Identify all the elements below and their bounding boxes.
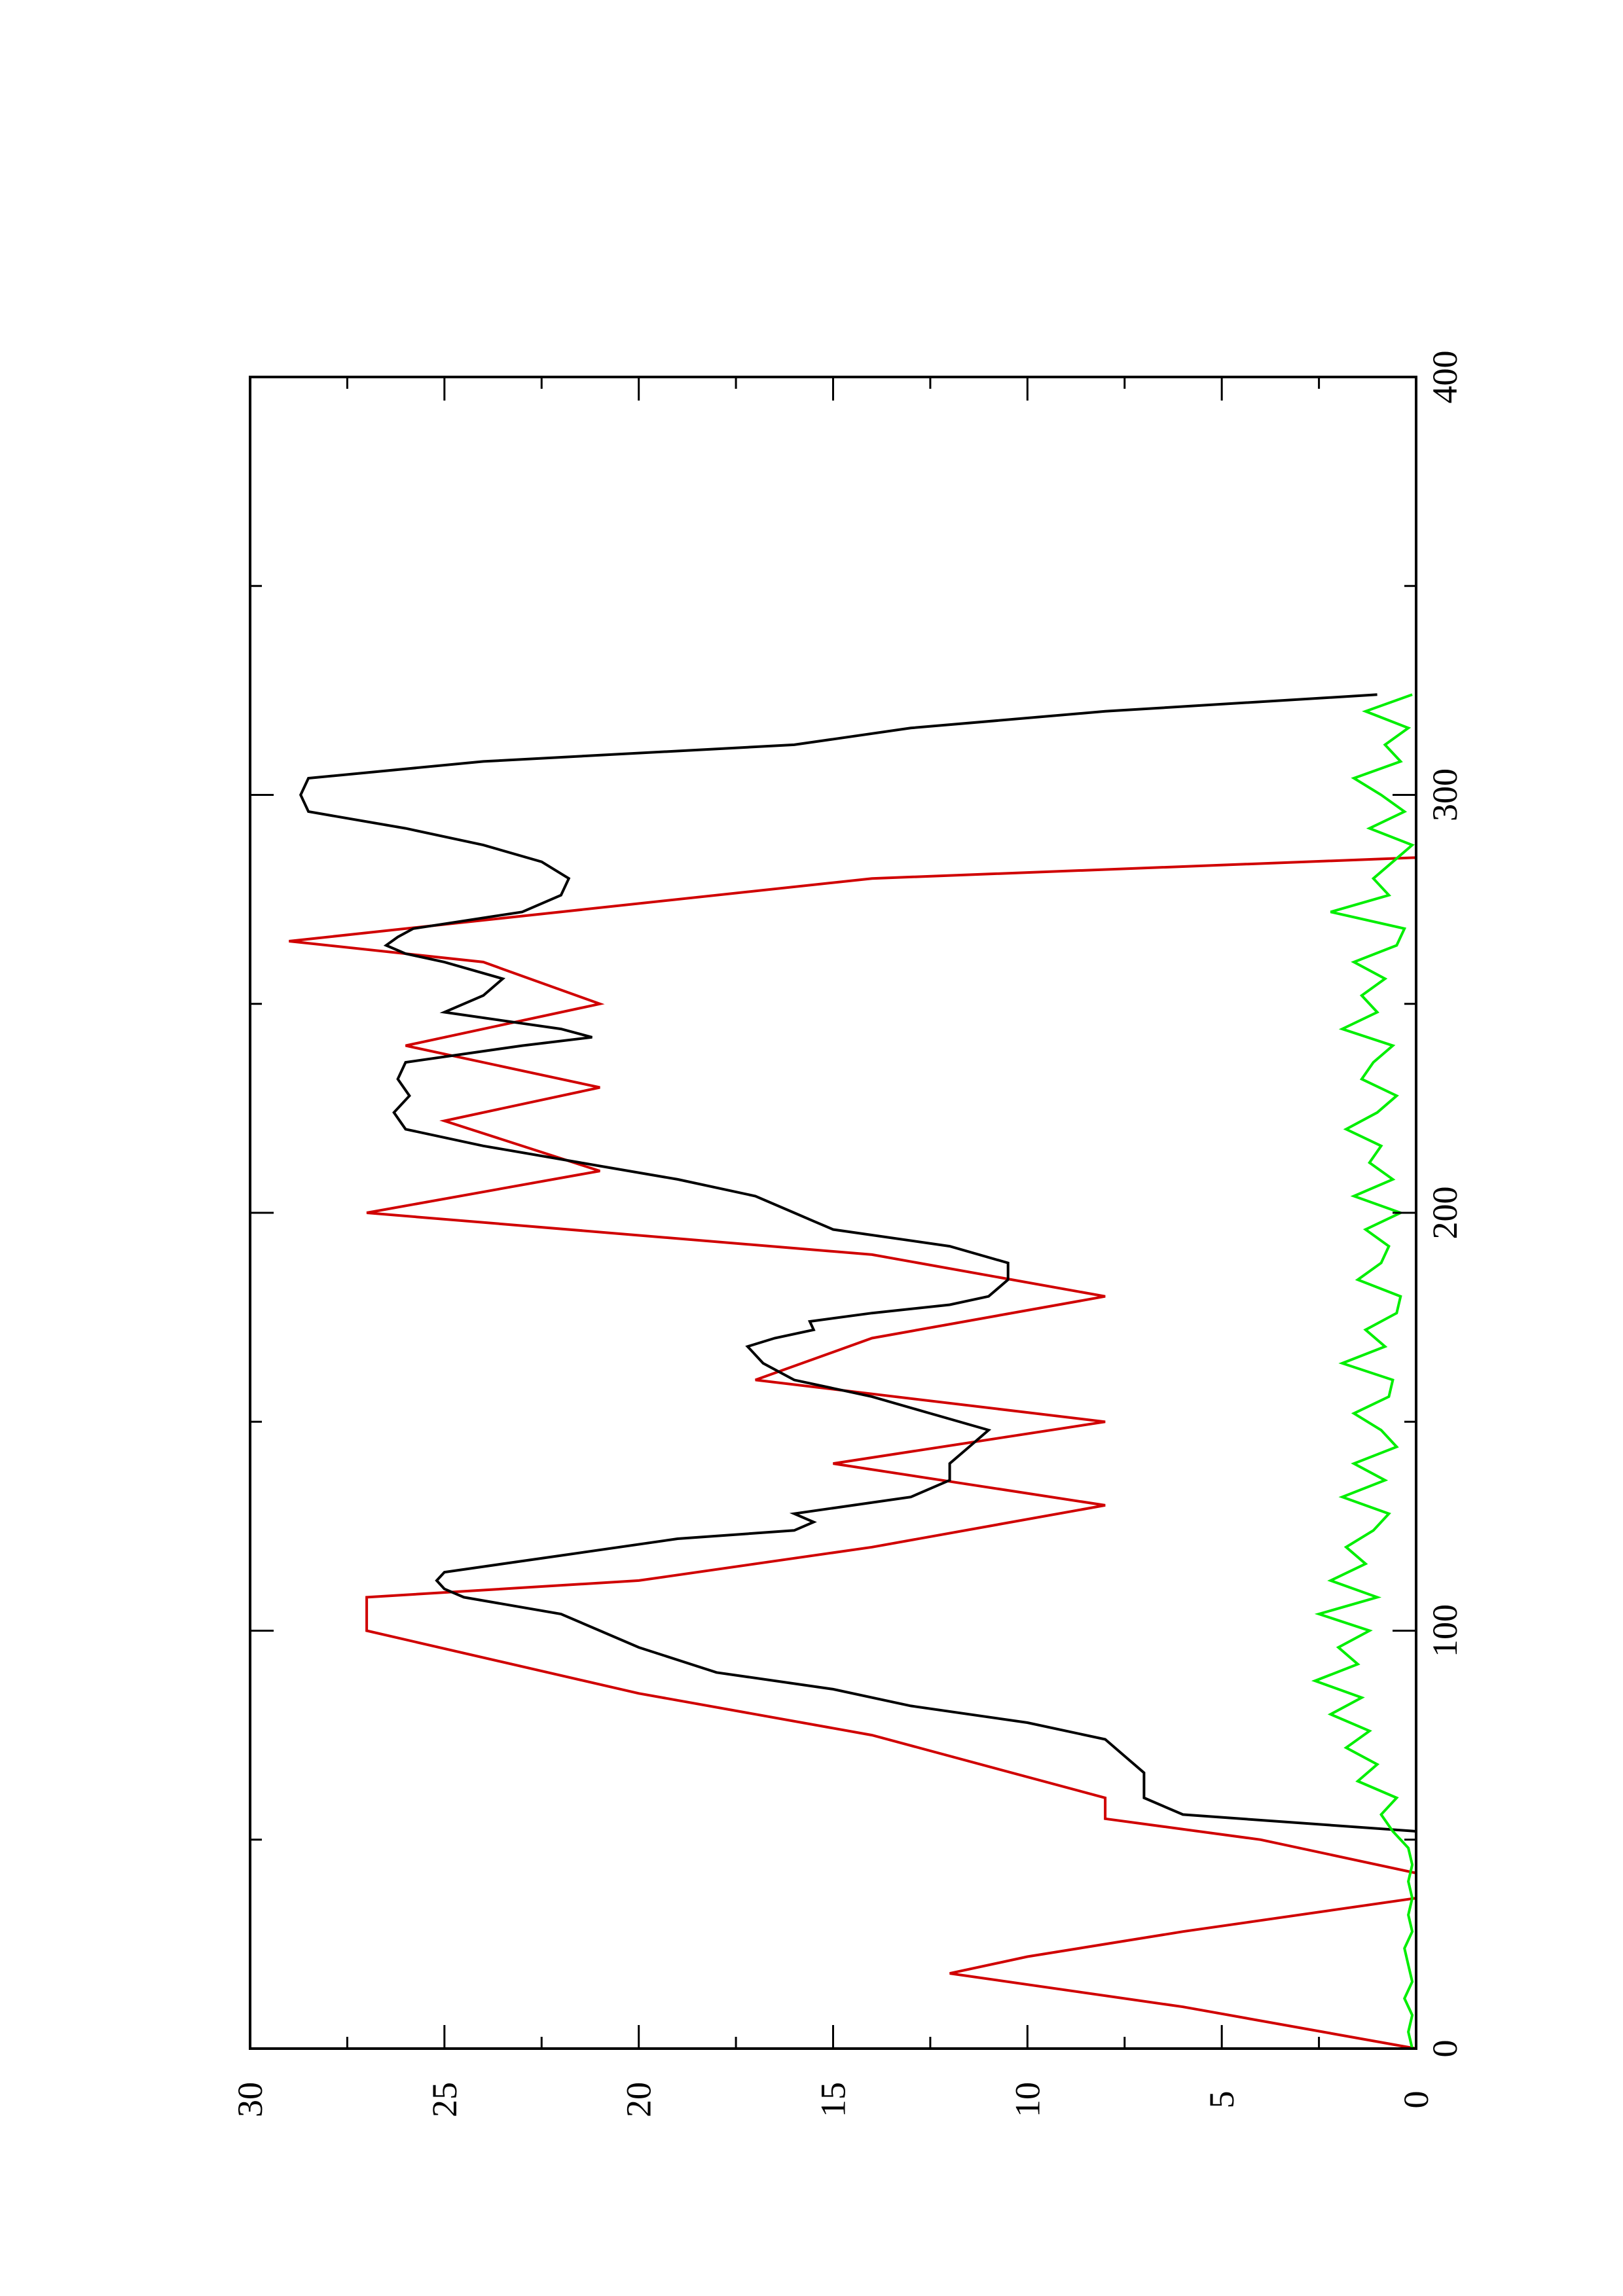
axis-ticks: [250, 377, 1416, 2049]
y-tick-label: 30: [230, 2082, 270, 2117]
series-line-3: [1311, 693, 1415, 2049]
x-tick-label: 300: [1425, 768, 1465, 821]
x-tick-label: 100: [1425, 1604, 1465, 1657]
y-tick-label: 5: [1202, 2091, 1241, 2109]
y-tick-label: 0: [1396, 2091, 1436, 2109]
y-tick-label: 15: [814, 2082, 853, 2117]
x-tick-label: 200: [1425, 1187, 1465, 1240]
series-line-1: [289, 694, 1417, 2050]
series-line-2: [299, 693, 1417, 2049]
plot-content: [289, 693, 1417, 2050]
tick-labels: 0 100 200 300 400 0 5 10 15 20 25 30: [230, 351, 1465, 2118]
x-tick-label: 0: [1425, 2040, 1465, 2058]
x-tick-label: 400: [1425, 351, 1465, 404]
y-tick-label: 20: [619, 2082, 659, 2117]
y-tick-label: 10: [1008, 2082, 1047, 2117]
plot-frame: [249, 376, 1417, 2050]
y-tick-label: 25: [425, 2082, 464, 2117]
